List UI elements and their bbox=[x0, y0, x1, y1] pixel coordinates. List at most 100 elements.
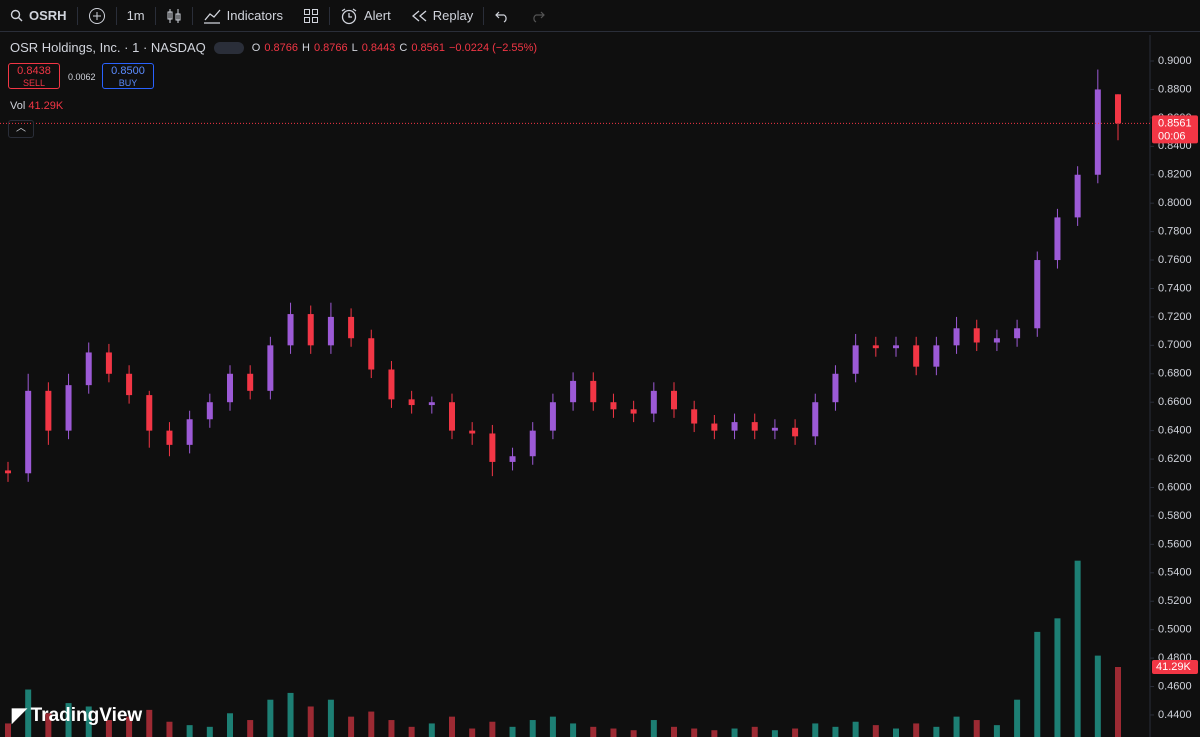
volume-bar bbox=[327, 699, 334, 737]
low-label: L bbox=[351, 41, 358, 54]
volume-bar bbox=[5, 723, 11, 737]
volume-bar bbox=[590, 726, 597, 737]
y-tick-label: 0.6400 bbox=[1158, 425, 1192, 437]
sell-label: SELL bbox=[22, 78, 46, 88]
alert-label: Alert bbox=[364, 8, 391, 23]
chart-type[interactable] bbox=[156, 0, 192, 31]
undo[interactable] bbox=[484, 0, 520, 31]
volume-bar bbox=[509, 726, 516, 737]
candle-body bbox=[1074, 174, 1081, 218]
volume-bar bbox=[388, 720, 395, 737]
candle-body bbox=[408, 399, 415, 406]
candle-body bbox=[731, 422, 738, 431]
layouts[interactable] bbox=[293, 0, 329, 31]
volume-bar bbox=[449, 716, 455, 737]
volume-bar bbox=[247, 720, 254, 737]
volume-bar bbox=[529, 720, 536, 737]
y-tick-label: 0.6600 bbox=[1158, 396, 1192, 408]
separator bbox=[154, 6, 156, 25]
volume-bar bbox=[630, 730, 637, 737]
volume-bar bbox=[570, 723, 577, 737]
candle-body bbox=[650, 390, 657, 414]
candle-body bbox=[469, 430, 476, 434]
sell-button[interactable]: 0.8438 SELL bbox=[8, 63, 60, 89]
volume-bar bbox=[65, 703, 72, 737]
open-label: O bbox=[251, 41, 261, 54]
buy-button[interactable]: 0.8500 BUY bbox=[102, 63, 154, 89]
y-tick-label: 0.7000 bbox=[1158, 339, 1192, 351]
candle-body bbox=[953, 328, 960, 346]
volume-bar bbox=[1115, 666, 1121, 737]
candle-body bbox=[287, 314, 294, 346]
volume-bar bbox=[650, 720, 657, 737]
indicators[interactable]: Indicators bbox=[193, 0, 293, 31]
candle-body bbox=[227, 373, 233, 403]
y-tick-label: 0.8800 bbox=[1158, 83, 1192, 95]
compare[interactable] bbox=[78, 0, 116, 31]
volume-bar bbox=[993, 725, 1000, 737]
candle-body bbox=[993, 338, 1000, 343]
volume-bar bbox=[1014, 699, 1021, 737]
volume-bar bbox=[771, 730, 778, 737]
volume-bar bbox=[186, 725, 193, 737]
volume-bar bbox=[287, 692, 294, 737]
volume-bar bbox=[872, 725, 879, 737]
volume-bar bbox=[549, 716, 556, 737]
redo[interactable] bbox=[520, 0, 556, 31]
volume-legend-label: Vol bbox=[10, 100, 26, 112]
candle-body bbox=[5, 470, 11, 474]
last-volume-label: 41.29K bbox=[1156, 661, 1192, 673]
volume-bar bbox=[126, 716, 133, 737]
candle-body bbox=[671, 390, 677, 410]
volume-bar bbox=[348, 716, 355, 737]
replay-label: Replay bbox=[432, 8, 474, 23]
volume-bar bbox=[206, 726, 213, 737]
candle-body bbox=[913, 345, 920, 367]
candle-body bbox=[247, 373, 254, 391]
candle-body bbox=[893, 345, 899, 349]
candle-body bbox=[65, 385, 72, 431]
replay[interactable]: Replay bbox=[401, 0, 483, 31]
volume-bar bbox=[973, 720, 980, 737]
candle-body bbox=[25, 390, 32, 474]
y-tick-label: 0.7800 bbox=[1158, 226, 1192, 238]
buy-label: BUY bbox=[118, 78, 138, 88]
candle-body bbox=[509, 456, 516, 462]
volume-bar bbox=[45, 713, 52, 737]
volume-bar bbox=[489, 721, 496, 737]
separator bbox=[191, 6, 193, 25]
y-tick-label: 0.5800 bbox=[1158, 510, 1192, 522]
volume-bar bbox=[368, 711, 375, 737]
separator bbox=[483, 6, 485, 25]
y-tick-label: 0.9000 bbox=[1158, 55, 1192, 67]
grid-icon bbox=[304, 8, 318, 23]
candle-body bbox=[933, 345, 940, 367]
y-tick-label: 0.7600 bbox=[1158, 254, 1192, 266]
candle-body bbox=[630, 409, 637, 414]
indicators-icon bbox=[203, 9, 221, 24]
candle-body bbox=[590, 380, 597, 403]
collapse-button[interactable]: ︿ bbox=[8, 120, 34, 138]
volume-bar bbox=[913, 723, 920, 737]
candle-body bbox=[792, 427, 799, 437]
alert[interactable]: Alert bbox=[330, 0, 401, 31]
toolbar: OSRH 1m Indicators Alert Replay bbox=[0, 0, 1200, 32]
legend-title: OSR Holdings, Inc. · 1 · NASDAQ bbox=[10, 40, 206, 55]
volume-bar bbox=[25, 689, 32, 737]
indicators-label: Indicators bbox=[226, 8, 283, 23]
candle-body bbox=[872, 345, 879, 349]
volume-bar bbox=[751, 726, 758, 737]
candle-body bbox=[1054, 217, 1061, 261]
symbol-search[interactable]: OSRH bbox=[0, 0, 77, 31]
volume-bar bbox=[1054, 618, 1061, 737]
volume-bar bbox=[953, 716, 960, 737]
interval[interactable]: 1m bbox=[126, 8, 145, 23]
separator bbox=[76, 6, 78, 25]
countdown-label: 00:06 bbox=[1158, 130, 1186, 142]
volume-bar bbox=[852, 721, 859, 737]
y-tick-label: 0.4600 bbox=[1158, 680, 1192, 692]
candle-body bbox=[1034, 260, 1041, 329]
candle-body bbox=[327, 316, 334, 346]
candle-body bbox=[146, 395, 153, 431]
candle-body bbox=[368, 338, 375, 370]
